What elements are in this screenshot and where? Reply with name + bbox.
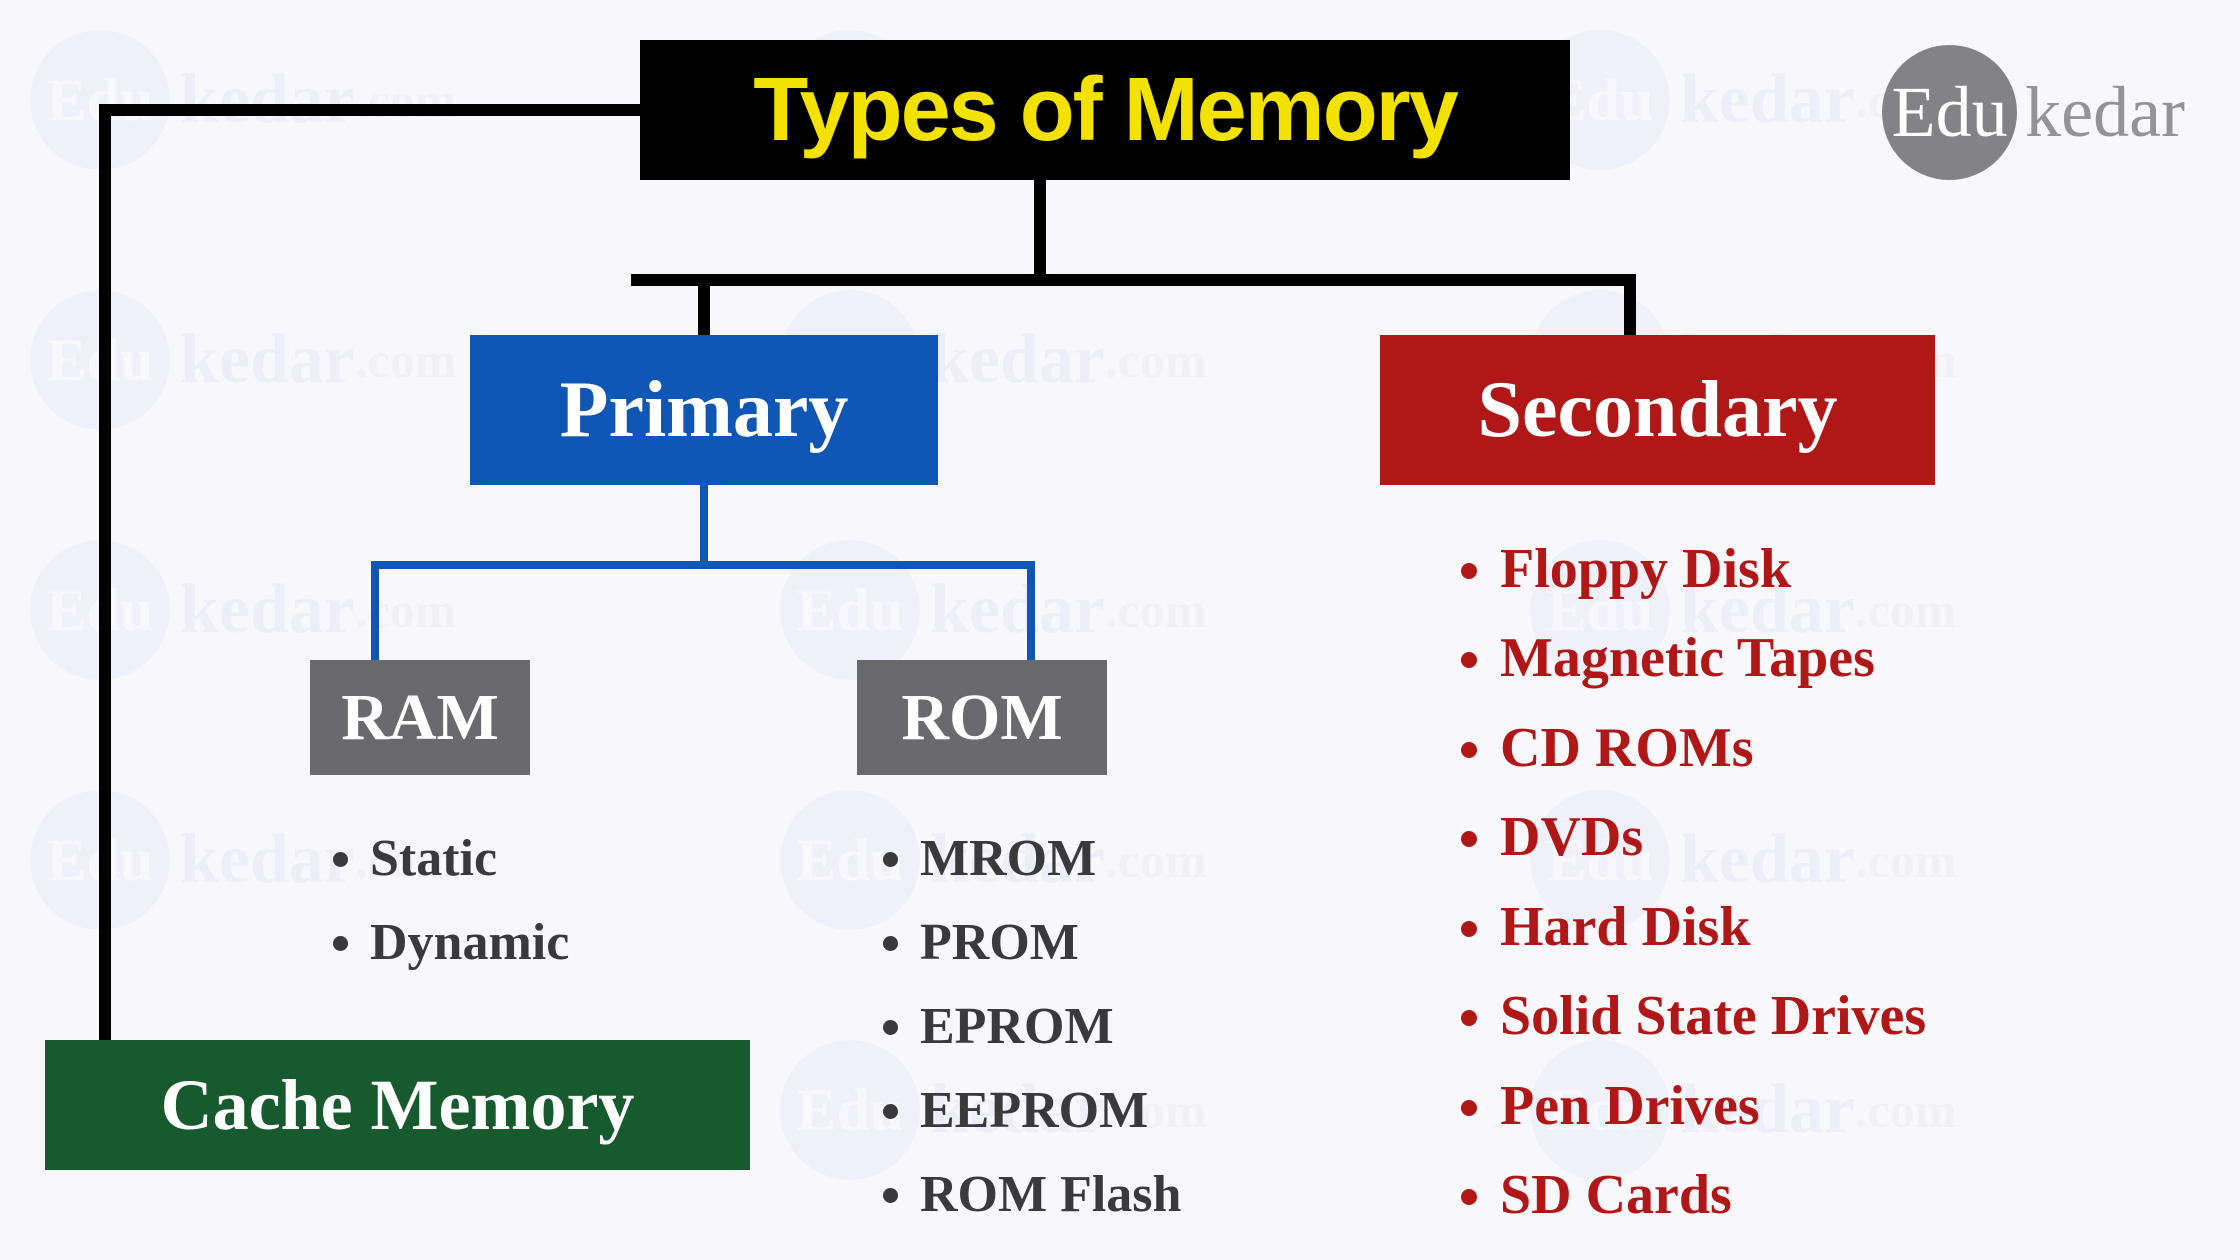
list-item: Pen Drives [1500,1065,1926,1148]
list-item: Floppy Disk [1500,528,1926,611]
rom-label: ROM [901,680,1062,756]
rom-list: MROM PROM EPROM EEPROM ROM Flash [870,820,1181,1240]
cache-box: Cache Memory [45,1040,750,1170]
ram-list: Static Dynamic [320,820,569,988]
list-item: Dynamic [370,904,569,982]
list-item: DVDs [1500,796,1926,879]
secondary-list: Floppy Disk Magnetic Tapes CD ROMs DVDs … [1450,528,1926,1244]
primary-label: Primary [560,365,849,456]
logo-text: kedar [2025,71,2185,154]
list-item: PROM [920,904,1181,982]
rom-box: ROM [857,660,1107,775]
logo-circle: Edu [1882,45,2017,180]
title-text: Types of Memory [753,59,1457,162]
list-item: Static [370,820,569,898]
diagram-root: Types of Memory Primary Secondary RAM RO… [0,0,2240,1260]
list-item: EEPROM [920,1072,1181,1150]
cache-label: Cache Memory [161,1064,635,1147]
list-item: MROM [920,820,1181,898]
title-box: Types of Memory [640,40,1570,180]
ram-label: RAM [341,680,499,756]
list-item: Solid State Drives [1500,975,1926,1058]
logo: Edu kedar [1882,45,2185,180]
list-item: Hard Disk [1500,886,1926,969]
list-item: SD Cards [1500,1154,1926,1237]
list-item: EPROM [920,988,1181,1066]
list-item: Magnetic Tapes [1500,617,1926,700]
secondary-box: Secondary [1380,335,1935,485]
list-item: CD ROMs [1500,707,1926,790]
primary-box: Primary [470,335,938,485]
list-item: ROM Flash [920,1156,1181,1234]
secondary-label: Secondary [1478,365,1838,456]
ram-box: RAM [310,660,530,775]
